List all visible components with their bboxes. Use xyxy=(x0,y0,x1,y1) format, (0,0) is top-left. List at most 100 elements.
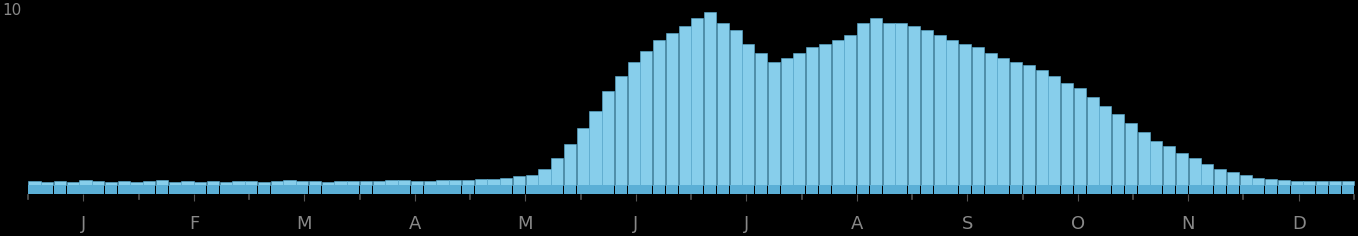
Bar xyxy=(67,185,79,194)
Bar xyxy=(703,185,716,194)
Bar xyxy=(1138,132,1150,185)
Bar xyxy=(729,185,741,194)
Bar xyxy=(1304,181,1316,185)
Bar xyxy=(308,185,320,194)
Bar xyxy=(1124,123,1137,185)
Bar xyxy=(232,181,244,185)
Bar xyxy=(997,58,1009,185)
Bar xyxy=(67,182,79,185)
Bar xyxy=(1188,158,1200,185)
Bar xyxy=(1202,185,1214,194)
Bar xyxy=(322,185,334,194)
Bar xyxy=(1266,179,1277,185)
Bar xyxy=(168,182,181,185)
Bar xyxy=(220,185,232,194)
Bar xyxy=(436,185,448,194)
Bar xyxy=(883,23,895,185)
Bar xyxy=(1252,185,1264,194)
Bar xyxy=(156,180,168,185)
Bar xyxy=(246,185,257,194)
Bar xyxy=(933,35,945,185)
Bar xyxy=(985,185,997,194)
Bar xyxy=(1328,181,1340,185)
Bar xyxy=(1112,114,1124,185)
Bar xyxy=(909,185,921,194)
Bar xyxy=(1316,181,1328,185)
Bar xyxy=(348,185,360,194)
Bar xyxy=(143,185,155,194)
Bar xyxy=(220,182,232,185)
Bar xyxy=(883,185,895,194)
Bar xyxy=(551,158,564,185)
Bar xyxy=(488,179,500,185)
Bar xyxy=(436,180,448,185)
Bar xyxy=(424,181,436,185)
Bar xyxy=(526,185,538,194)
Bar xyxy=(526,175,538,185)
Bar xyxy=(641,185,652,194)
Bar xyxy=(755,53,767,185)
Bar xyxy=(1214,169,1226,185)
Bar xyxy=(1036,70,1047,185)
Bar xyxy=(793,53,805,185)
Bar xyxy=(1252,178,1264,185)
Bar xyxy=(1023,185,1035,194)
Bar xyxy=(284,180,296,185)
Bar xyxy=(665,34,678,185)
Bar xyxy=(1162,146,1175,185)
Bar xyxy=(1304,185,1316,194)
Bar xyxy=(1278,185,1290,194)
Bar xyxy=(1214,185,1226,194)
Bar xyxy=(246,181,257,185)
Bar xyxy=(997,185,1009,194)
Bar xyxy=(206,181,219,185)
Bar xyxy=(360,181,372,185)
Bar xyxy=(845,185,857,194)
Bar xyxy=(360,185,372,194)
Bar xyxy=(513,176,526,185)
Bar xyxy=(1176,153,1188,185)
Bar xyxy=(538,169,550,185)
Bar xyxy=(296,185,308,194)
Bar xyxy=(29,181,41,185)
Bar xyxy=(130,185,143,194)
Bar xyxy=(270,181,282,185)
Bar xyxy=(1240,175,1252,185)
Bar xyxy=(80,180,91,185)
Bar xyxy=(602,185,614,194)
Bar xyxy=(807,47,819,185)
Bar xyxy=(1074,185,1086,194)
Bar xyxy=(959,44,971,185)
Bar xyxy=(1100,185,1111,194)
Bar xyxy=(54,181,67,185)
Bar xyxy=(411,181,424,185)
Bar xyxy=(947,185,959,194)
Bar xyxy=(909,26,921,185)
Bar xyxy=(653,40,665,185)
Bar xyxy=(551,185,564,194)
Bar xyxy=(577,128,589,185)
Bar xyxy=(462,180,474,185)
Bar xyxy=(577,185,589,194)
Bar xyxy=(1202,164,1214,185)
Bar xyxy=(500,178,512,185)
Bar xyxy=(270,185,282,194)
Bar xyxy=(615,76,627,185)
Bar xyxy=(564,144,576,185)
Bar xyxy=(703,12,716,185)
Bar xyxy=(41,185,53,194)
Bar xyxy=(348,181,360,185)
Bar xyxy=(475,179,486,185)
Bar xyxy=(1010,62,1023,185)
Bar xyxy=(895,185,907,194)
Bar xyxy=(870,185,881,194)
Bar xyxy=(1162,185,1175,194)
Bar xyxy=(959,185,971,194)
Bar xyxy=(1266,185,1277,194)
Bar xyxy=(857,23,869,185)
Bar xyxy=(743,185,755,194)
Bar xyxy=(308,181,320,185)
Bar xyxy=(921,30,933,185)
Bar xyxy=(284,185,296,194)
Bar xyxy=(105,182,117,185)
